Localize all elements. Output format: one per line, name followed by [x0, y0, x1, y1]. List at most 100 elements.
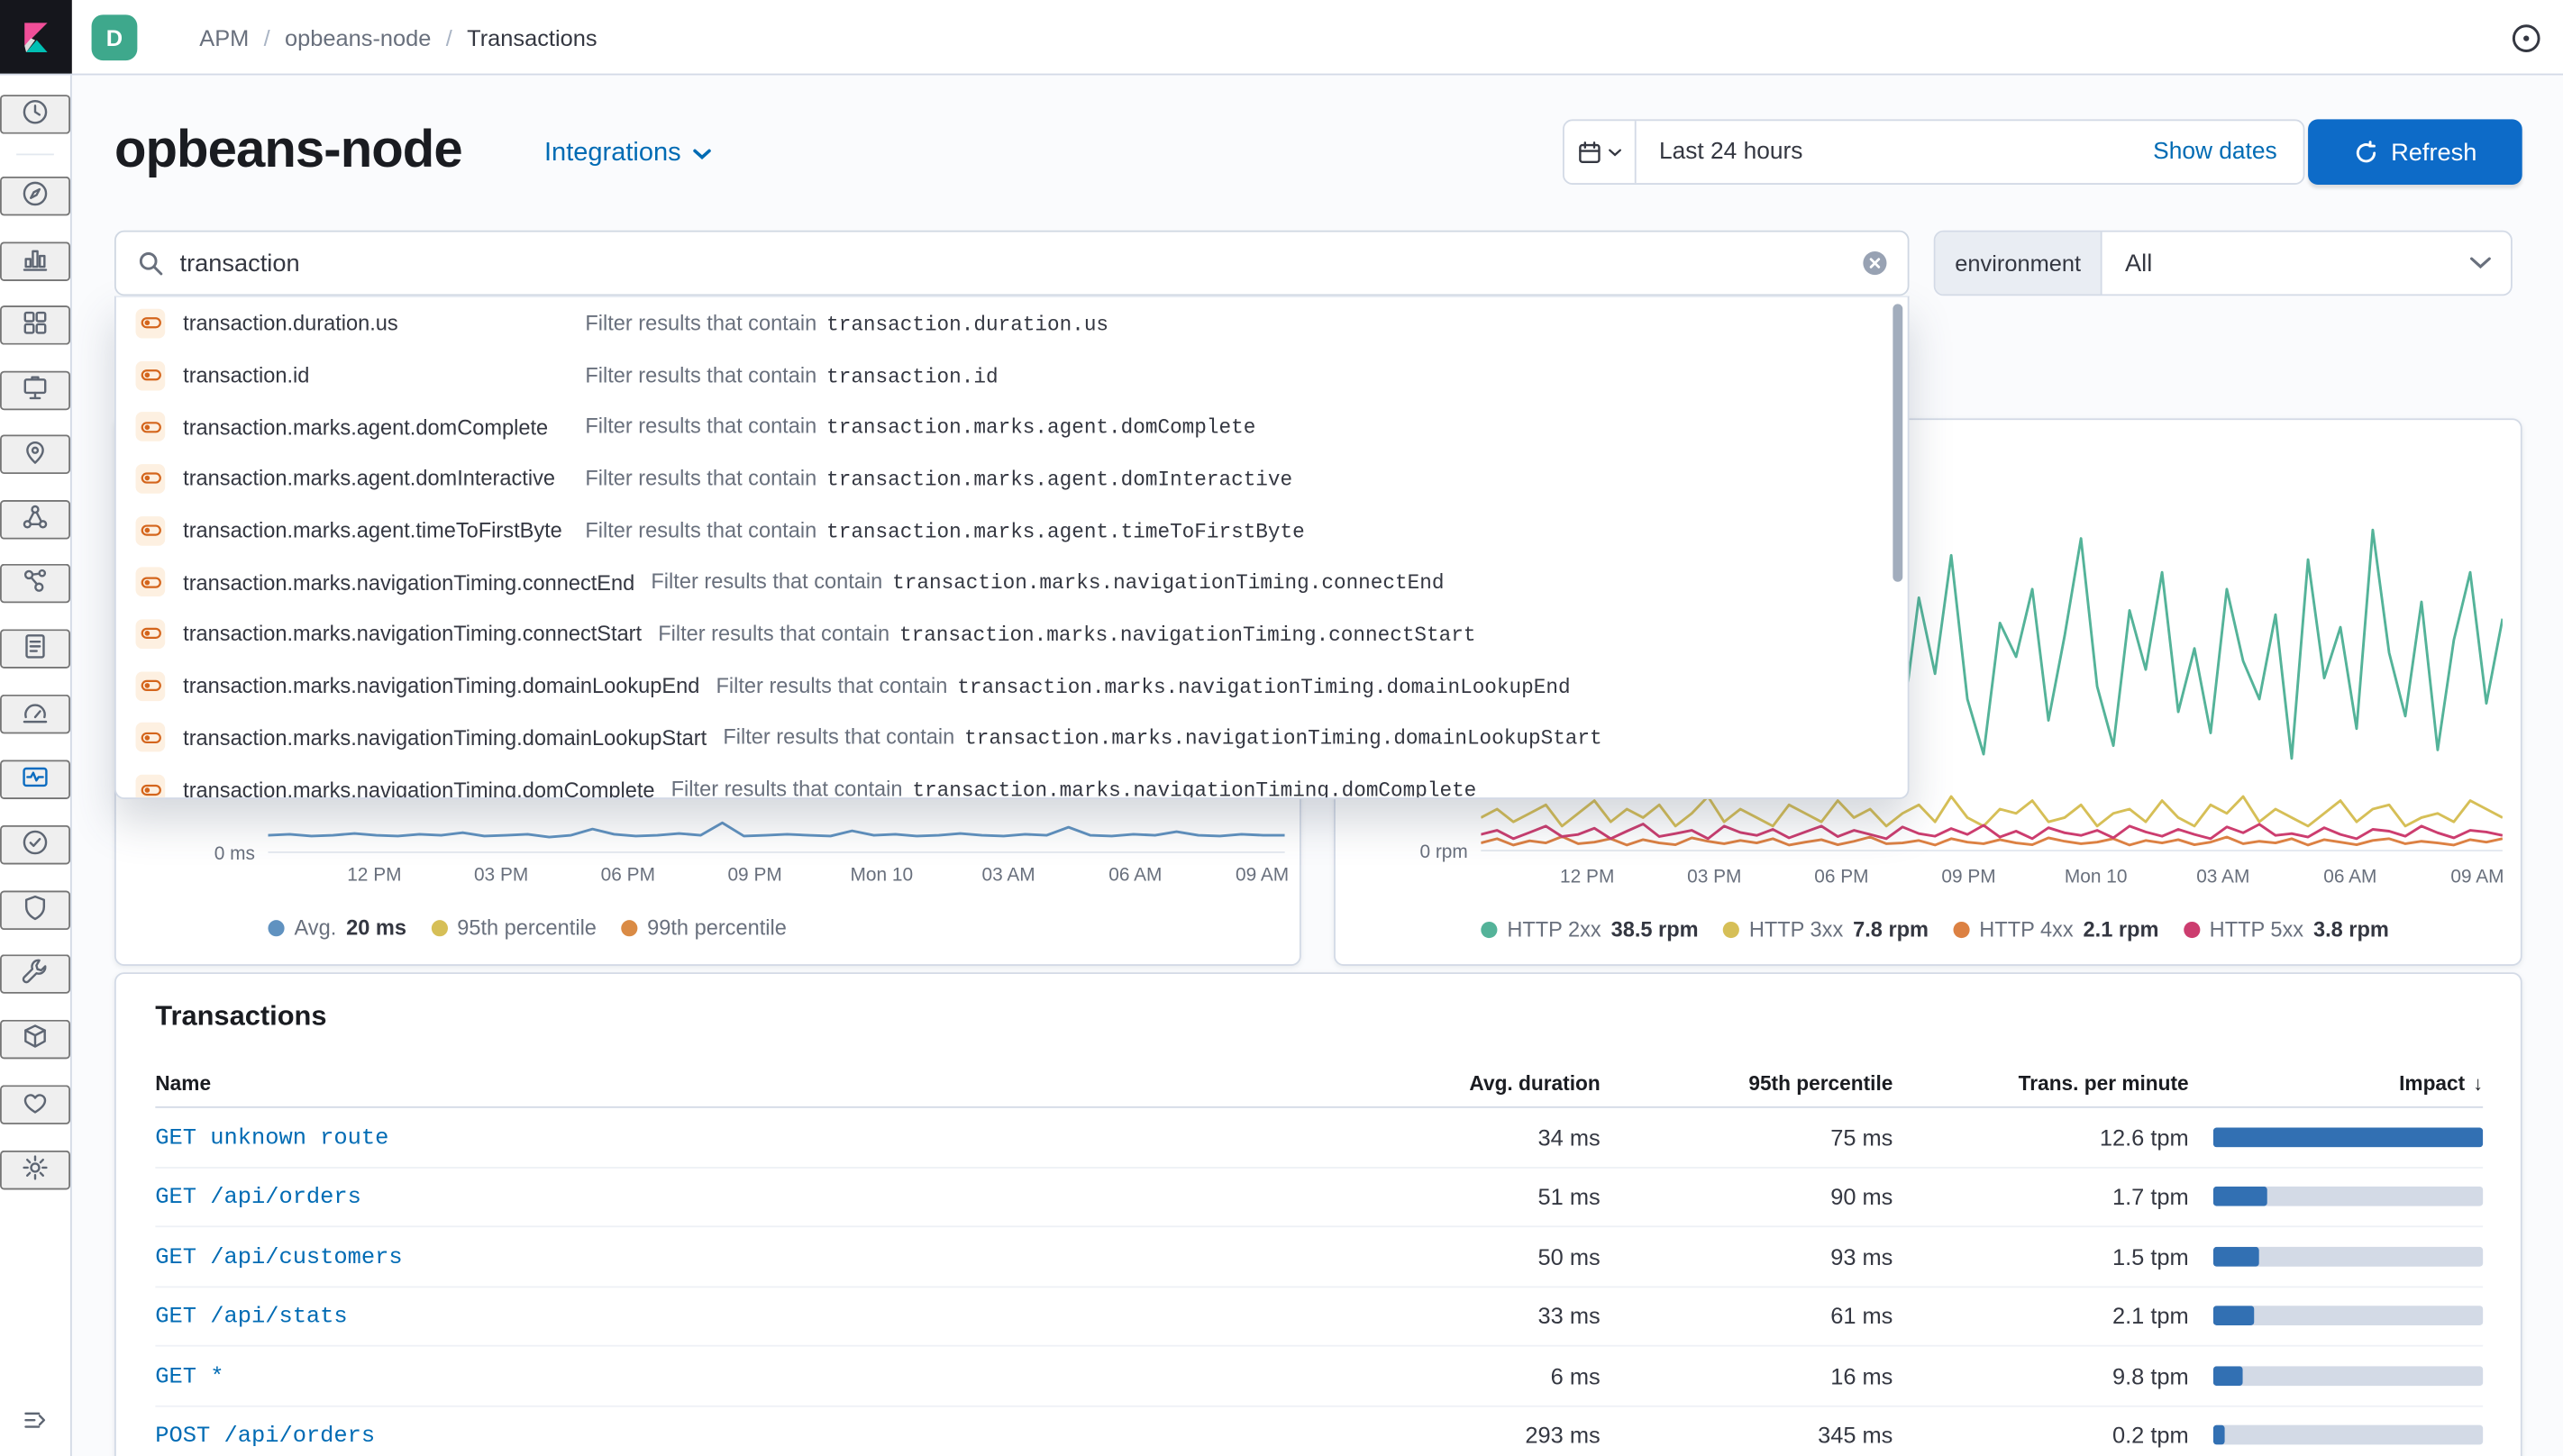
suggestion-field-code: transaction.marks.navigationTiming.domai…	[964, 727, 1602, 751]
legend-label: HTTP 3xx	[1748, 916, 1844, 942]
tpm-value: 1.5 tpm	[2112, 1242, 2189, 1269]
map-pin-icon	[20, 436, 50, 472]
impact-bar	[2212, 1246, 2484, 1267]
legend-dot	[2183, 921, 2200, 938]
column-header-trans-per-minute[interactable]: Trans. per minute	[2018, 1070, 2189, 1095]
clock-icon	[20, 96, 50, 132]
sidebar-item-graph[interactable]	[0, 563, 70, 604]
side-nav	[0, 75, 72, 1456]
legend-item[interactable]: 95th percentile	[431, 915, 597, 940]
space-badge[interactable]: D	[91, 14, 138, 61]
sidebar-item-canvas[interactable]	[0, 370, 70, 411]
tpm-value: 2.1 tpm	[2112, 1303, 2189, 1330]
calendar-icon[interactable]	[1564, 121, 1637, 184]
sidebar-item-apm[interactable]	[0, 760, 70, 799]
sidebar-item-stack-monitoring[interactable]	[0, 1085, 70, 1124]
ml-icon	[20, 502, 50, 538]
legend-item[interactable]: HTTP 2xx 38.5 rpm	[1481, 917, 1699, 942]
sidebar-item-logs[interactable]	[0, 629, 70, 669]
suggestion-item[interactable]: transaction.marks.navigationTiming.conne…	[116, 556, 1908, 607]
suggestion-field-name: transaction.marks.navigationTiming.domCo…	[183, 777, 655, 799]
legend-item[interactable]: HTTP 4xx 2.1 rpm	[1953, 917, 2158, 942]
sidebar-item-management[interactable]	[0, 1150, 70, 1190]
logs-icon	[20, 631, 50, 667]
clear-search-icon[interactable]	[1860, 250, 1888, 278]
x-axis-tick: 09 AM	[2450, 868, 2504, 887]
show-dates-button[interactable]: Show dates	[2153, 139, 2303, 165]
transaction-link[interactable]: GET unknown route	[155, 1125, 389, 1152]
y-axis-zero-label: 0 rpm	[1419, 842, 1468, 863]
sidebar-item-maps[interactable]	[0, 434, 70, 475]
sidebar-item-security[interactable]	[0, 890, 70, 931]
legend-item[interactable]: Avg. 20 ms	[268, 915, 406, 940]
legend-item[interactable]: HTTP 3xx 7.8 rpm	[1722, 916, 1929, 942]
breadcrumb-separator: /	[263, 23, 270, 50]
suggestion-item[interactable]: transaction.marks.navigationTiming.domCo…	[116, 763, 1908, 799]
sidebar-item-fleet[interactable]	[0, 1019, 70, 1060]
legend-label: Avg.	[294, 915, 337, 940]
suggestion-item[interactable]: transaction.duration.us Filter results th…	[116, 297, 1908, 349]
http-4xx-line	[1481, 835, 2503, 847]
column-header-impact[interactable]: Impact ↓	[2399, 1070, 2484, 1095]
table-header: Name Avg. duration 95th percentile Trans. p…	[155, 1059, 2484, 1108]
transaction-link[interactable]: GET /api/customers	[155, 1244, 403, 1271]
kibana-logo[interactable]	[0, 0, 72, 74]
suggestion-item[interactable]: transaction.id Filter results that contai…	[116, 350, 1908, 401]
sidebar-item-recently-viewed[interactable]	[0, 95, 70, 134]
sidebar-item-dashboard[interactable]	[0, 305, 70, 345]
p95-value: 90 ms	[1830, 1183, 1893, 1210]
x-axis: 12 PM 03 PM 06 PM 09 PM Mon 10 03 AM 06 AM 09 A…	[1336, 868, 2521, 890]
suggestion-item[interactable]: transaction.marks.navigationTiming.domai…	[116, 712, 1908, 763]
legend-value: 7.8 rpm	[1853, 916, 1929, 942]
check-circle-icon	[20, 827, 50, 863]
sidebar-item-discover[interactable]	[0, 176, 70, 216]
suggestion-field-name: transaction.marks.agent.domInteractive	[183, 466, 555, 491]
gear-icon	[20, 1152, 50, 1188]
breadcrumb-item-opbeans-node[interactable]: opbeans-node	[285, 23, 432, 50]
suggestion-item[interactable]: transaction.marks.navigationTiming.conne…	[116, 608, 1908, 660]
search-input[interactable]	[163, 249, 1861, 278]
assistant-icon[interactable]	[2506, 18, 2546, 58]
suggestion-item[interactable]: transaction.marks.agent.domComplete Filte…	[116, 401, 1908, 452]
suggestion-field-code: transaction.marks.agent.timeToFirstByte	[826, 520, 1305, 544]
column-header-name[interactable]: Name	[155, 1070, 212, 1095]
integrations-button[interactable]: Integrations	[544, 139, 711, 168]
environment-select[interactable]: All	[2102, 232, 2511, 295]
x-axis-tick: 03 AM	[981, 866, 1035, 887]
sidebar-item-metrics[interactable]	[0, 694, 70, 734]
top-bar: D APM / opbeans-node / Transactions	[0, 0, 2563, 76]
suggestion-item[interactable]: transaction.marks.agent.timeToFirstByte F…	[116, 505, 1908, 556]
nav-expand-icon[interactable]	[0, 1400, 70, 1440]
suggestion-item[interactable]: transaction.marks.agent.domInteractive Fi…	[116, 453, 1908, 505]
sidebar-item-dev-tools[interactable]	[0, 954, 70, 994]
sidebar-item-visualize[interactable]	[0, 241, 70, 281]
field-toggle-icon	[135, 359, 166, 390]
transaction-row: GET * 6 ms 16 ms 9.8 tpm	[155, 1347, 2484, 1406]
suggestion-field-code: transaction.duration.us	[826, 313, 1109, 337]
refresh-button[interactable]: Refresh	[2308, 119, 2522, 185]
breadcrumb-item-apm[interactable]: APM	[199, 23, 250, 50]
transaction-link[interactable]: GET /api/orders	[155, 1185, 361, 1212]
suggestion-description: Filter results that contain transaction.m…	[716, 672, 1571, 699]
avg-duration-value: 51 ms	[1537, 1183, 1601, 1210]
column-header-avg-duration[interactable]: Avg. duration	[1469, 1070, 1601, 1095]
scrollbar-thumb[interactable]	[1893, 304, 1903, 582]
search-suggestions-popover: transaction.duration.us Filter results th…	[114, 296, 1910, 799]
sidebar-item-uptime[interactable]	[0, 824, 70, 865]
suggestion-description: Filter results that contain transaction.m…	[651, 569, 1445, 596]
time-range-value[interactable]: Last 24 hours	[1659, 139, 1803, 166]
transaction-link[interactable]: GET *	[155, 1364, 224, 1391]
avg-latency-line	[268, 821, 1285, 839]
legend-item[interactable]: HTTP 5xx 3.8 rpm	[2183, 917, 2389, 942]
legend-item[interactable]: 99th percentile	[621, 915, 787, 940]
transaction-link[interactable]: POST /api/orders	[155, 1424, 376, 1451]
breadcrumb: APM / opbeans-node / Transactions	[199, 0, 597, 74]
suggestion-item[interactable]: transaction.marks.navigationTiming.domai…	[116, 660, 1908, 711]
http-3xx-line	[1481, 795, 2503, 828]
table-body: GET unknown route 34 ms 75 ms 12.6 tpm GET /…	[155, 1108, 2484, 1456]
sidebar-item-machine-learning[interactable]	[0, 500, 70, 540]
transaction-row: GET unknown route 34 ms 75 ms 12.6 tpm	[155, 1108, 2484, 1168]
column-header-95th-percentile[interactable]: 95th percentile	[1748, 1070, 1893, 1095]
transaction-link[interactable]: GET /api/stats	[155, 1304, 348, 1331]
